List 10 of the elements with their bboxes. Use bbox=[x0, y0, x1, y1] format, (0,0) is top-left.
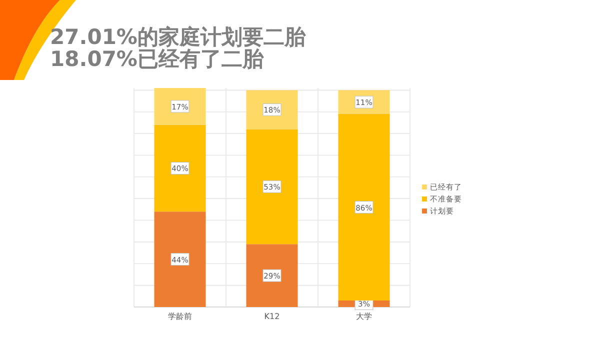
bar bbox=[246, 90, 298, 130]
x-tick-label: 大学 bbox=[356, 312, 372, 321]
chart-title: 27.01%的家庭计划要二胎 18.07%已经有了二胎 bbox=[50, 25, 306, 71]
bar bbox=[154, 124, 206, 212]
x-tick-label: 学龄前 bbox=[168, 312, 192, 321]
bar bbox=[154, 212, 206, 307]
x-tick-label: K12 bbox=[264, 312, 280, 321]
bar bbox=[246, 129, 298, 244]
bar bbox=[338, 114, 390, 300]
bar bbox=[246, 244, 298, 307]
